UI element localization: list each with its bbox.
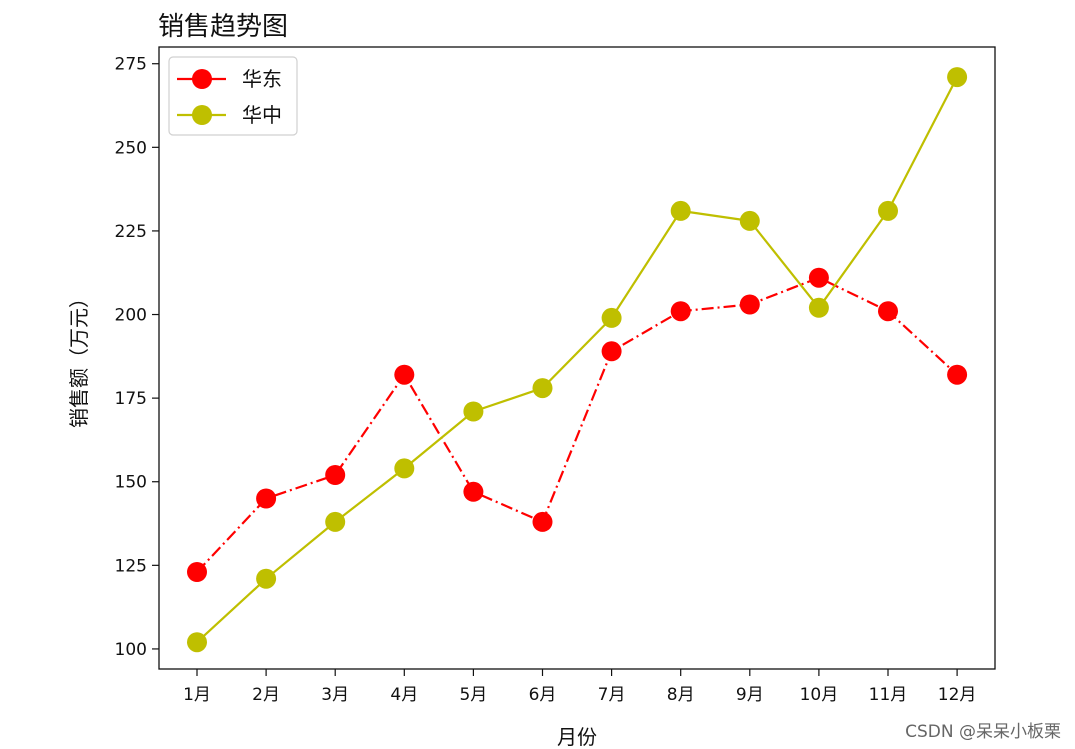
data-point-east-2-2 xyxy=(256,488,277,509)
data-point-east-7-7 xyxy=(601,341,622,362)
data-point-east-11-11 xyxy=(878,301,898,322)
y-tick-label-150: 150 xyxy=(115,473,147,493)
data-point-east-8-8 xyxy=(670,301,691,322)
y-axis-label: 销售额（万元） xyxy=(67,288,91,428)
x-tick-label-2: 2月 xyxy=(252,685,280,705)
data-point-east-6-6 xyxy=(532,511,553,532)
x-axis: 1月 2月 3月 4月 5月 6月 7月 8月 9月 10月 11月 12月 xyxy=(183,669,976,705)
data-point-central-8-8 xyxy=(670,200,691,221)
data-point-east-3-3 xyxy=(325,465,346,485)
legend: 华东 华中 xyxy=(168,56,298,136)
x-tick-label-8: 8月 xyxy=(667,685,695,705)
legend-label-east: 华东 xyxy=(242,67,282,91)
legend-label-central: 华中 xyxy=(242,103,282,127)
y-tick-label-225: 225 xyxy=(115,222,147,242)
series-central xyxy=(187,67,968,653)
data-point-central-12-12 xyxy=(947,67,968,88)
data-point-east-1-1 xyxy=(187,562,207,582)
x-tick-label-12: 12月 xyxy=(938,685,977,705)
data-point-central-6-6 xyxy=(532,378,553,399)
data-point-central-9-9 xyxy=(739,210,760,231)
x-tick-label-4: 4月 xyxy=(390,685,418,705)
data-point-central-1-1 xyxy=(187,632,207,653)
data-point-east-10-10 xyxy=(808,267,829,288)
watermark: CSDN @呆呆小板栗 xyxy=(905,722,1061,742)
data-point-central-7-7 xyxy=(601,307,622,328)
y-axis: 100 125 150 175 200 225 250 275 xyxy=(115,55,159,660)
data-point-central-10-10 xyxy=(808,297,829,318)
data-point-east-12-12 xyxy=(947,364,968,385)
y-tick-label-175: 175 xyxy=(115,389,147,409)
x-tick-label-10: 10月 xyxy=(800,685,839,705)
series-line-central xyxy=(196,76,959,644)
data-point-east-5-5 xyxy=(463,481,484,502)
x-tick-label-3: 3月 xyxy=(321,685,349,705)
y-tick-label-100: 100 xyxy=(115,640,147,660)
data-point-central-4-4 xyxy=(394,458,415,479)
x-tick-label-1: 1月 xyxy=(183,685,211,705)
x-tick-label-7: 7月 xyxy=(598,685,626,705)
data-point-central-2-2 xyxy=(256,568,277,589)
data-point-east-9-9 xyxy=(739,294,760,315)
y-tick-label-200: 200 xyxy=(115,306,147,326)
data-point-central-11-11 xyxy=(878,200,898,221)
y-tick-label-250: 250 xyxy=(115,138,147,158)
data-point-central-3-3 xyxy=(325,511,346,532)
legend-marker-central xyxy=(192,105,212,125)
x-tick-label-9: 9月 xyxy=(736,685,764,705)
legend-marker-east xyxy=(192,69,212,89)
series-east xyxy=(187,267,968,582)
data-point-central-5-5 xyxy=(463,401,484,422)
y-tick-label-125: 125 xyxy=(115,556,147,576)
series-line-east xyxy=(196,276,958,573)
series-layer xyxy=(187,67,968,653)
x-axis-label: 月份 xyxy=(557,725,597,749)
y-tick-label-275: 275 xyxy=(115,55,147,75)
x-tick-label-6: 6月 xyxy=(529,685,557,705)
data-point-east-4-4 xyxy=(394,364,415,385)
x-tick-label-11: 11月 xyxy=(869,685,908,705)
chart-title: 销售趋势图 xyxy=(158,12,288,42)
x-tick-label-5: 5月 xyxy=(459,685,487,705)
plot-frame xyxy=(158,46,996,670)
